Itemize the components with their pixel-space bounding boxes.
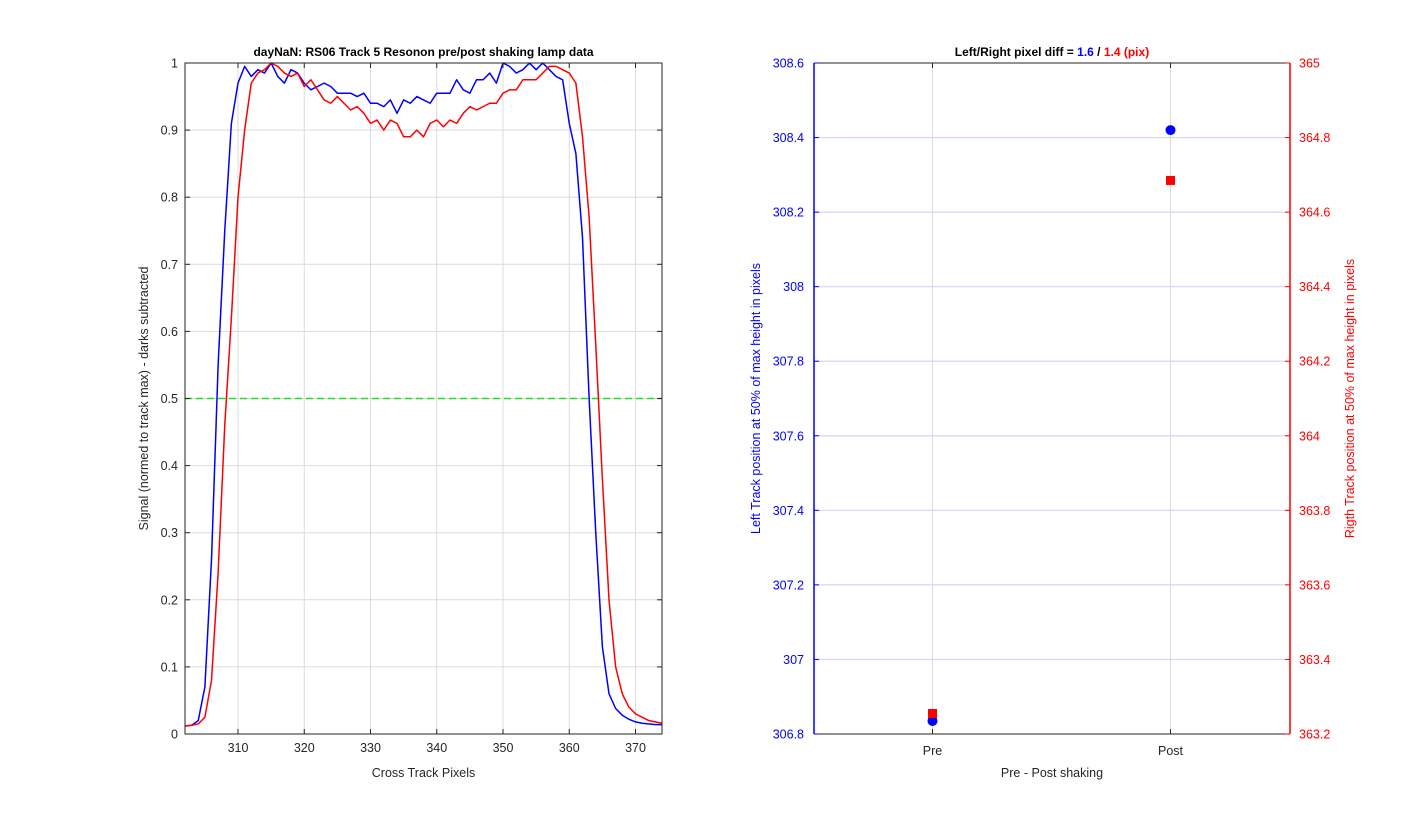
right-marker-pre [928, 708, 937, 718]
left-y-tick-label: 307 [783, 653, 804, 667]
series-line-blue [184, 62, 662, 727]
left-y-tick-label: 307.6 [773, 429, 804, 443]
category-label-pre: Pre [923, 744, 943, 758]
y-tick-label: 0.8 [161, 191, 178, 205]
signal-plot-ylabel: Signal (normed to track max) - darks sub… [137, 266, 151, 530]
y-tick-label: 0.2 [161, 593, 178, 607]
right-y-tick-label: 363.2 [1299, 728, 1330, 742]
signal-plot-title: dayNaN: RS06 Track 5 Resonon pre/post sh… [253, 45, 593, 59]
right-y-tick-label: 364 [1299, 429, 1320, 443]
left-y-tick-label: 306.8 [773, 728, 804, 742]
signal-plot-xlabel: Cross Track Pixels [372, 766, 476, 780]
left-y-tick-label: 308.2 [773, 206, 804, 220]
title-part-separator: / [1094, 45, 1104, 59]
track-position-plot-grid [814, 63, 1290, 734]
left-y-tick-label: 307.8 [773, 355, 804, 369]
y-tick-label: 0.6 [161, 325, 178, 339]
signal-plot-ticks: 310 320 330 340 350 360 370 0 0.1 0.2 0.3 0.4 0.5 0.6… [161, 57, 662, 755]
left-y-tick-label: 307.2 [773, 578, 804, 592]
left-y-axis-label: Left Track position at 50% of max height… [749, 263, 763, 534]
y-tick-label: 0 [171, 728, 178, 742]
right-y-tick-label: 363.6 [1299, 578, 1330, 592]
x-tick-label: 370 [625, 741, 646, 755]
left-y-tick-label: 308.6 [773, 57, 804, 71]
right-y-axis-label: Rigth Track position at 50% of max heigh… [1343, 259, 1357, 538]
track-position-plot-ticks: Pre Post 306.8 307 307.2 307.4 307.6 307.8 308 30… [773, 57, 1331, 759]
title-part-right-diff: 1.4 (pix) [1104, 45, 1149, 59]
right-y-tick-label: 364.4 [1299, 280, 1330, 294]
y-tick-label: 0.4 [161, 459, 178, 473]
right-y-tick-label: 364.2 [1299, 355, 1330, 369]
track-position-plot-markers [927, 125, 1176, 726]
track-position-plot: Pre Post 306.8 307 307.2 307.4 307.6 307.8 308 30… [749, 45, 1357, 780]
title-part-prefix: Left/Right pixel diff = [955, 45, 1077, 59]
signal-plot-series [184, 62, 663, 727]
y-tick-label: 0.1 [161, 660, 178, 674]
right-y-tick-label: 365 [1299, 57, 1320, 71]
x-tick-label: 330 [360, 741, 381, 755]
y-tick-label: 0.3 [161, 526, 178, 540]
y-tick-label: 0.9 [161, 124, 178, 138]
y-tick-label: 1 [171, 57, 178, 71]
right-marker-post [1166, 175, 1175, 185]
track-position-plot-area [814, 63, 1290, 734]
x-tick-label: 320 [294, 741, 315, 755]
x-tick-label: 310 [228, 741, 249, 755]
right-y-tick-label: 364.6 [1299, 206, 1330, 220]
category-label-post: Post [1158, 744, 1184, 758]
signal-plot: 310 320 330 340 350 360 370 0 0.1 0.2 0.3 0.4 0.5 0.6… [137, 45, 663, 780]
left-y-tick-label: 308 [783, 280, 804, 294]
right-y-tick-label: 363.4 [1299, 653, 1330, 667]
right-y-tick-label: 364.8 [1299, 131, 1330, 145]
right-y-tick-label: 363.8 [1299, 504, 1330, 518]
y-tick-label: 0.5 [161, 392, 178, 406]
left-marker-pre [927, 715, 938, 726]
left-y-tick-label: 307.4 [773, 504, 804, 518]
left-marker-post [1165, 125, 1176, 136]
x-tick-label: 350 [493, 741, 514, 755]
series-line-red [184, 62, 663, 727]
x-tick-label: 340 [426, 741, 447, 755]
y-tick-label: 0.7 [161, 258, 178, 272]
track-position-plot-xlabel: Pre - Post shaking [1001, 766, 1103, 780]
x-tick-label: 360 [559, 741, 580, 755]
left-y-tick-label: 308.4 [773, 131, 804, 145]
track-position-plot-title: Left/Right pixel diff = 1.6 / 1.4 (pix) [955, 45, 1149, 59]
title-part-left-diff: 1.6 [1077, 45, 1094, 59]
